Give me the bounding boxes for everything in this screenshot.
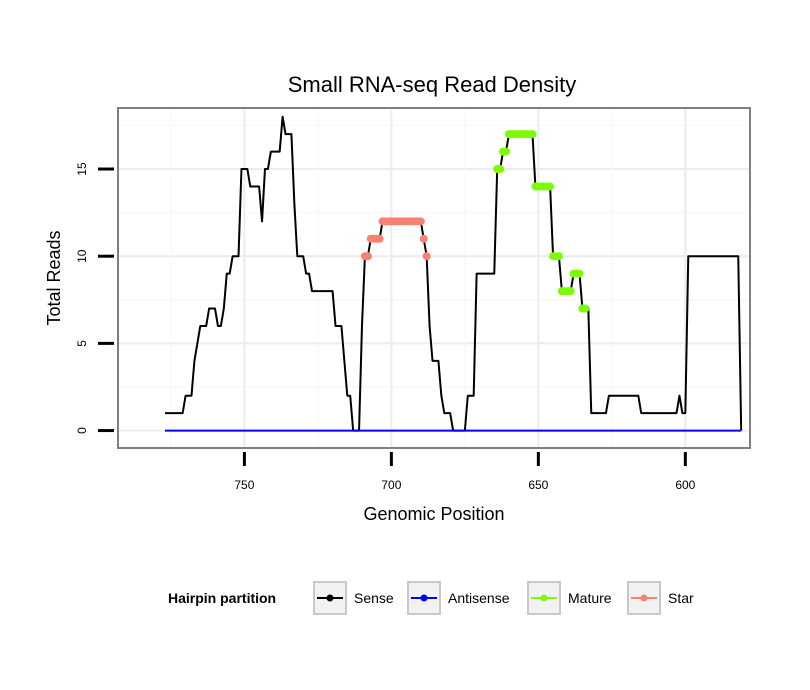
legend-item-antisense: Antisense (407, 581, 510, 615)
y-tick-label: 5 (75, 340, 89, 347)
legend-item-star: Star (627, 581, 694, 615)
legend: Hairpin partition Sense Antisense Mature… (168, 581, 694, 615)
x-axis-title: Genomic Position (363, 504, 504, 524)
y-tick-label: 15 (75, 162, 89, 176)
legend-label-star: Star (668, 590, 694, 606)
legend-title: Hairpin partition (168, 590, 276, 606)
legend-marker-mature (540, 594, 548, 602)
legend-marker-antisense (420, 594, 428, 602)
legend-item-mature: Mature (527, 581, 612, 615)
grid-lines (118, 108, 750, 448)
y-tick-label: 0 (75, 427, 89, 434)
legend-marker-star (640, 594, 648, 602)
y-tick-label: 10 (75, 249, 89, 263)
data-point-star (416, 217, 425, 226)
plot-border (117, 107, 751, 449)
axes: 0 5 10 15 750 700 650 600 (75, 162, 696, 492)
data-point-star (422, 252, 431, 261)
data-point-mature (546, 182, 555, 191)
x-tick-label: 750 (234, 478, 254, 492)
y-axis-title: Total Reads (44, 230, 64, 325)
data-point-mature (575, 269, 584, 278)
x-tick-label: 650 (528, 478, 548, 492)
data-point-mature (566, 287, 575, 296)
series-points-star (360, 217, 431, 261)
data-point-mature (502, 147, 511, 156)
data-point-mature (496, 165, 505, 174)
legend-marker-sense (326, 594, 334, 602)
legend-item-sense: Sense (313, 581, 394, 615)
plot-panel (118, 108, 750, 448)
series-points-mature (493, 130, 590, 313)
data-point-star (419, 234, 428, 243)
x-tick-label: 700 (381, 478, 401, 492)
series-lines (165, 115, 743, 432)
legend-label-sense: Sense (354, 590, 394, 606)
x-tick-label: 600 (675, 478, 695, 492)
data-point-mature (528, 130, 537, 139)
legend-label-antisense: Antisense (448, 590, 510, 606)
data-point-mature (554, 252, 563, 261)
data-point-star (375, 234, 384, 243)
legend-label-mature: Mature (568, 590, 612, 606)
data-point-mature (581, 304, 590, 313)
data-point-star (363, 252, 372, 261)
chart-title: Small RNA-seq Read Density (288, 72, 577, 97)
